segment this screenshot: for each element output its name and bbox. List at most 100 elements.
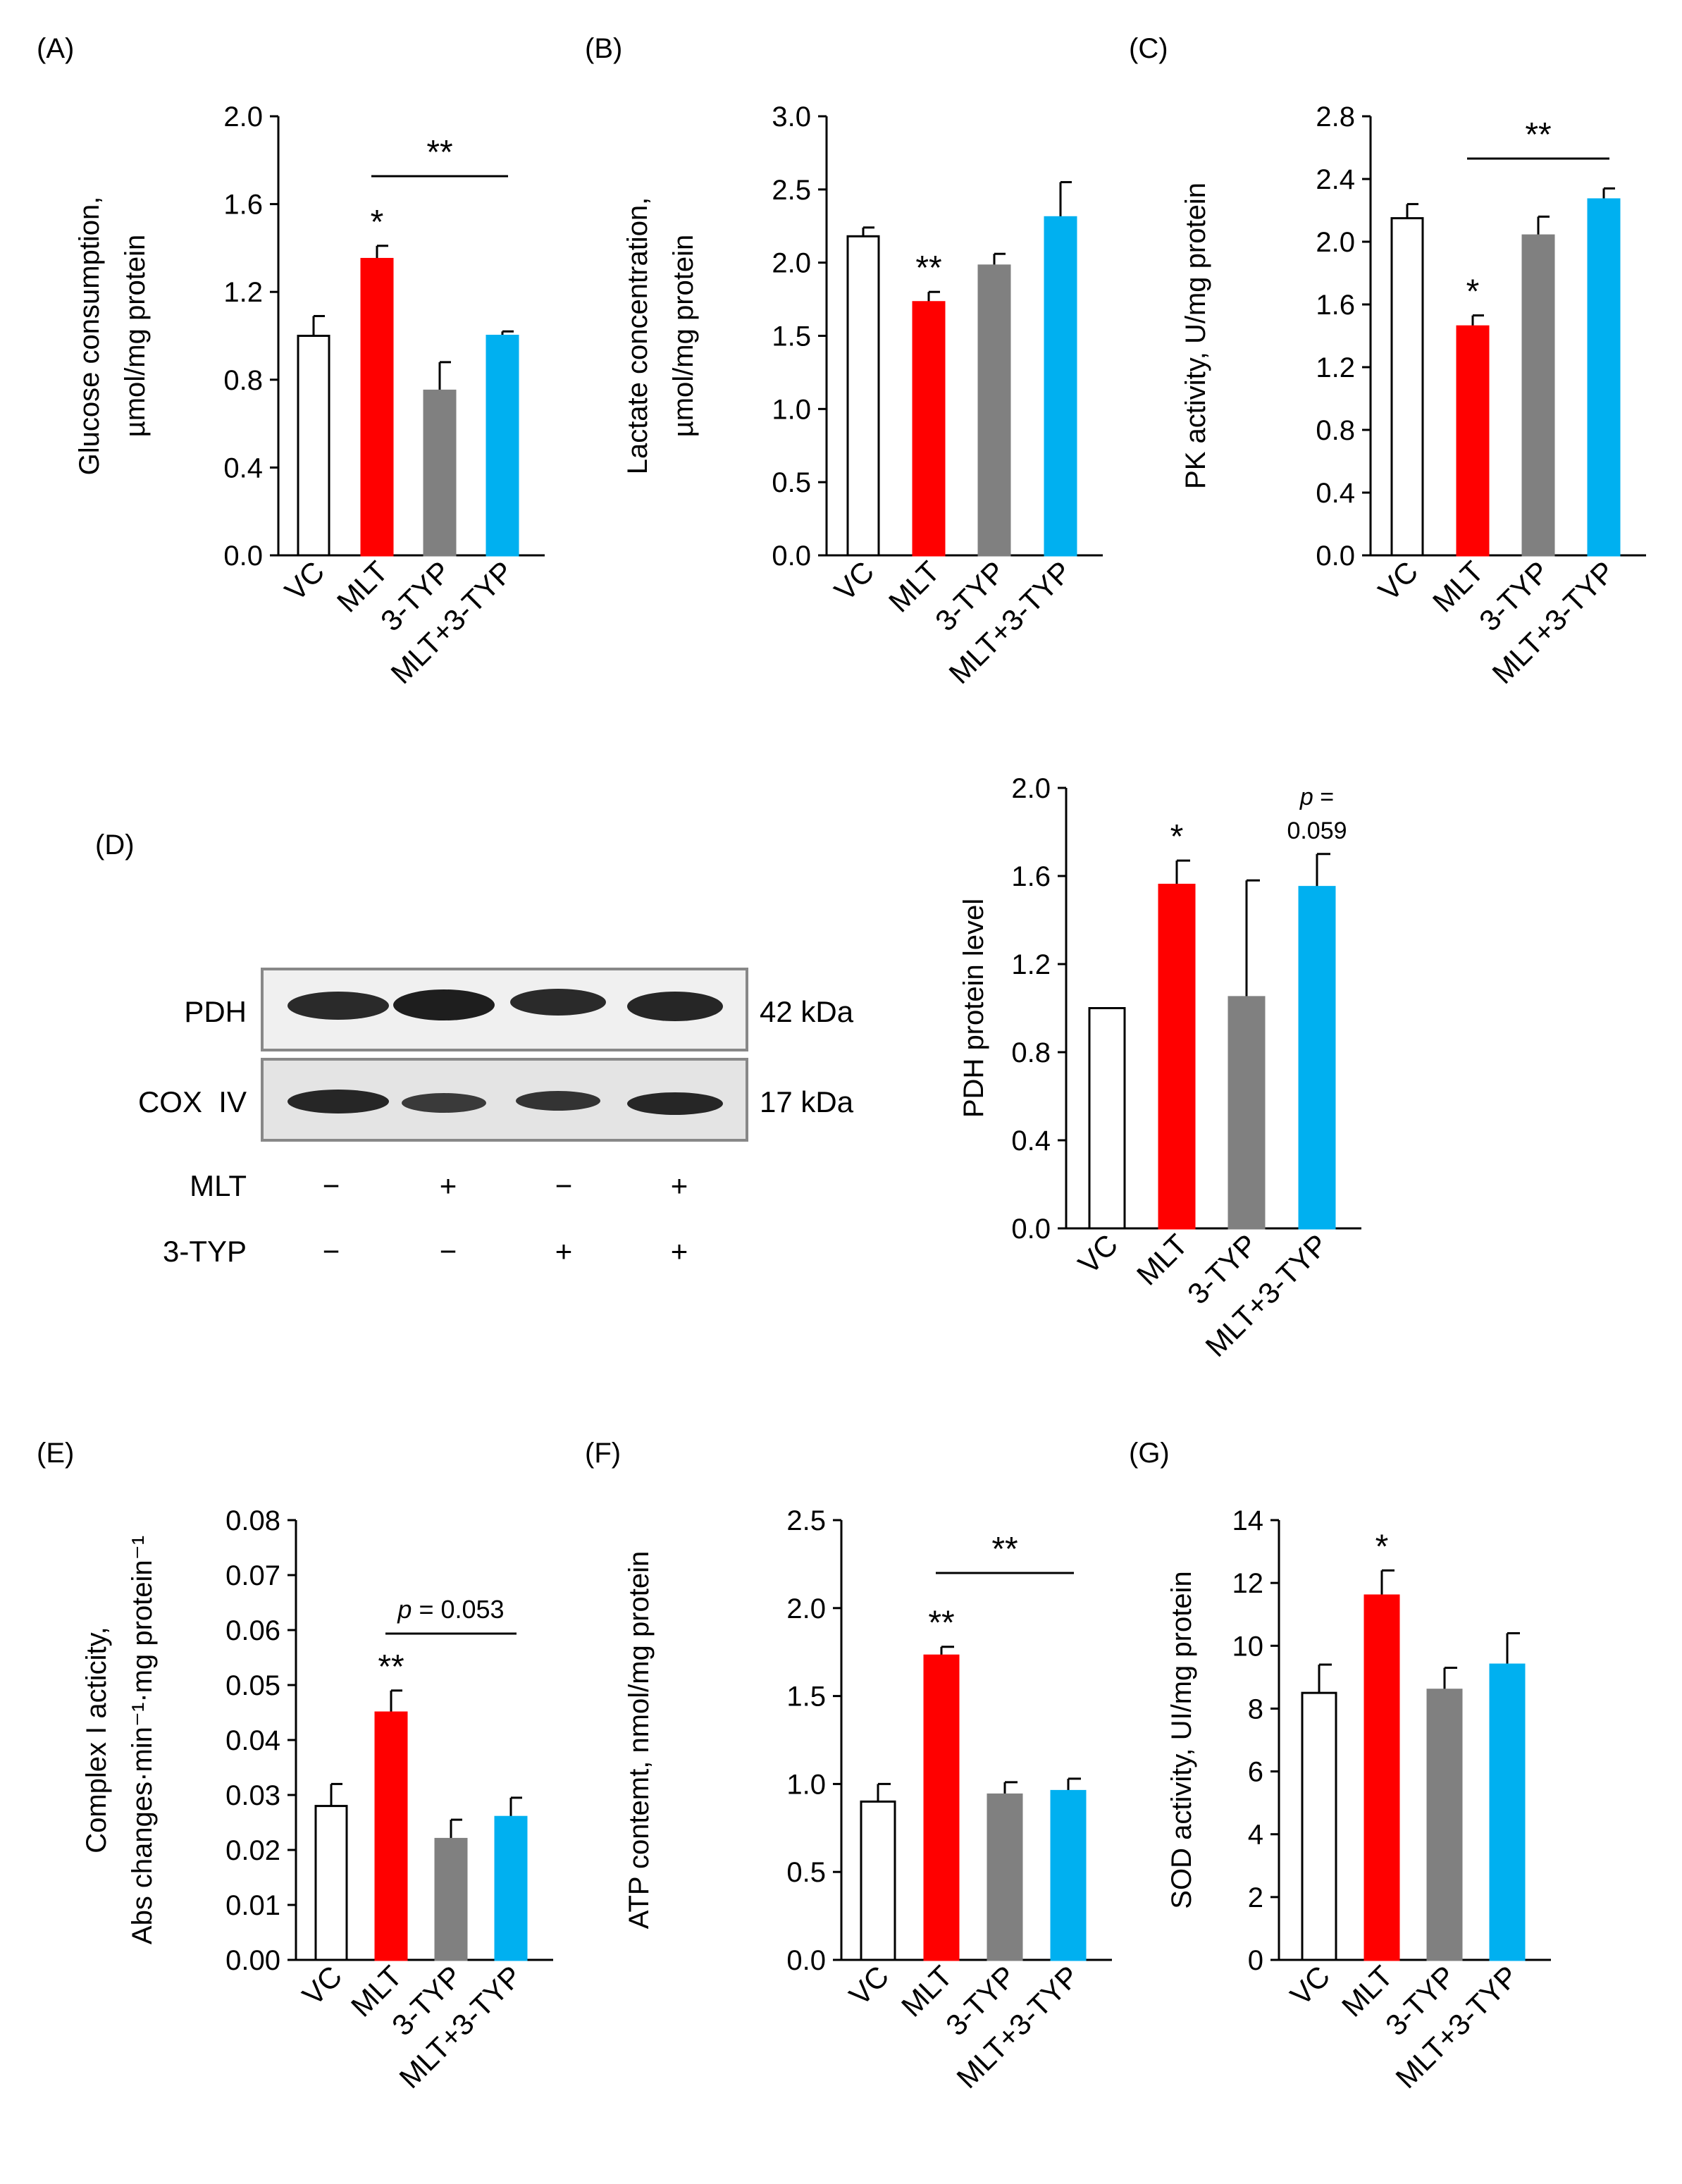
bar-mlt xyxy=(912,301,946,557)
x-tick-label: VC xyxy=(1284,1959,1337,2012)
bracket-label: p = 0.053 xyxy=(397,1595,504,1624)
bar-vc xyxy=(297,335,330,557)
bar-mlt xyxy=(360,257,394,557)
y-tick-label: 0.4 xyxy=(223,452,263,483)
bar-mlt xyxy=(1456,325,1490,557)
y-axis-title: ATP contemt, nmol/mg protein xyxy=(624,1551,655,1930)
p-symbol: p xyxy=(397,1595,412,1624)
y-tick-label: 0.07 xyxy=(225,1560,280,1591)
y-tick-label: 1.2 xyxy=(1011,949,1051,980)
y-tick-label: 0.08 xyxy=(225,1505,280,1536)
treatment-sign: + xyxy=(440,1169,457,1202)
treatment-sign: − xyxy=(555,1169,573,1202)
y-tick-label: 0.4 xyxy=(1011,1125,1051,1156)
y-tick-label: 0.0 xyxy=(223,541,263,572)
blot-panel-label: (D) xyxy=(95,829,135,860)
y-tick-label: 2.8 xyxy=(1316,101,1355,132)
x-tick-label: VC xyxy=(1072,1228,1125,1281)
p-value: = 0.053 xyxy=(412,1595,504,1624)
bar-vc xyxy=(860,1800,896,1961)
bar-mlt xyxy=(1158,884,1196,1230)
band-pdh-lane1 xyxy=(287,992,389,1020)
treatment-sign: + xyxy=(671,1235,688,1268)
bar-3-typ xyxy=(977,264,1011,557)
y-tick-label: 0.5 xyxy=(772,467,811,498)
y-tick-label: 1.6 xyxy=(223,190,263,221)
x-tick-label: VC xyxy=(828,555,881,607)
treatment-sign: − xyxy=(323,1169,340,1202)
y-tick-label: 1.2 xyxy=(1316,352,1355,383)
chart-panel-f: (F) 0.0 0.5 1.0 1.5 2.0 2.5 ATP contemt, nmol/m… xyxy=(585,1438,1112,2094)
y-tick-label: 0.0 xyxy=(1011,1214,1051,1245)
y-tick-label: 0 xyxy=(1248,1945,1263,1976)
chart-panel-a: (A) 0.0 0.4 0.8 1.2 1.6 2.0 Glucose consumption… xyxy=(37,33,545,690)
y-tick-label: 2.0 xyxy=(786,1593,826,1624)
y-tick-label: 0.0 xyxy=(772,541,811,572)
y-tick-label: 1.6 xyxy=(1011,861,1051,892)
significance-marker: * xyxy=(1375,1528,1389,1565)
x-tick-label: VC xyxy=(1372,555,1425,607)
band-cox4-lane4 xyxy=(627,1092,723,1115)
treatment-sign: + xyxy=(671,1169,688,1202)
y-tick-label: 2.0 xyxy=(772,248,811,279)
significance-marker: * xyxy=(1170,818,1184,856)
treatment-label-mlt: MLT xyxy=(190,1169,247,1202)
y-tick-label: 2.4 xyxy=(1316,164,1355,195)
bar-mlt-3-typ xyxy=(1050,1789,1087,1961)
bracket-label: ** xyxy=(1525,116,1551,154)
y-tick-label: 0.00 xyxy=(225,1945,280,1976)
y-tick-label: 1.2 xyxy=(223,277,263,308)
bar-mlt-3-typ xyxy=(486,335,519,557)
bar-3-typ xyxy=(1521,234,1555,557)
p-value: 0.059 xyxy=(1287,818,1347,844)
panel-label: (C) xyxy=(1129,33,1168,64)
y-axis-title: Abs changes·min⁻¹·mg protein⁻¹ xyxy=(127,1536,158,1944)
panel-label: (F) xyxy=(585,1438,621,1469)
significance-marker: * xyxy=(371,204,384,241)
y-tick-label: 0.01 xyxy=(225,1890,280,1921)
bar-charts: (A) 0.0 0.4 0.8 1.2 1.6 2.0 Glucose consumption… xyxy=(37,33,1646,2094)
y-tick-label: 0.04 xyxy=(225,1725,280,1756)
chart-panel-d: 0.0 0.4 0.8 1.2 1.6 2.0 PDH protein level VC MLT… xyxy=(958,773,1361,1363)
bracket-label: ** xyxy=(426,134,452,171)
x-tick-label: VC xyxy=(278,555,331,607)
panel-label: (B) xyxy=(585,33,622,64)
bar-vc xyxy=(1301,1691,1337,1961)
bar-3-typ xyxy=(434,1837,468,1961)
bar-3-typ xyxy=(423,389,457,557)
y-axis-title: µmol/mg protein xyxy=(668,235,699,438)
y-axis-title: Complex I acticity, xyxy=(81,1627,112,1853)
y-tick-label: 0.0 xyxy=(1316,541,1355,572)
y-tick-label: 0.8 xyxy=(1011,1037,1051,1068)
bar-mlt xyxy=(923,1654,960,1961)
band-cox4-lane3 xyxy=(516,1091,600,1111)
y-tick-label: 14 xyxy=(1232,1505,1264,1536)
bar-3-typ xyxy=(987,1793,1023,1961)
band-pdh-lane2 xyxy=(393,989,495,1020)
bar-3-typ xyxy=(1426,1689,1463,1961)
p-symbol: p xyxy=(1299,784,1313,810)
x-tick-label: VC xyxy=(296,1959,349,2012)
y-tick-label: 0.8 xyxy=(223,365,263,396)
y-tick-label: 10 xyxy=(1232,1631,1264,1662)
bar-vc xyxy=(846,235,880,557)
treatment-sign: − xyxy=(323,1235,340,1268)
chart-panel-c: (C) 0.0 0.4 0.8 1.2 1.6 2.0 2.4 2.8 PK activity, … xyxy=(1129,33,1646,690)
bar-vc xyxy=(1088,1007,1126,1230)
bar-mlt xyxy=(1363,1594,1400,1961)
band-cox4-lane2 xyxy=(402,1093,486,1113)
bar-mlt-3-typ xyxy=(1587,198,1621,557)
y-tick-label: 1.5 xyxy=(772,321,811,352)
y-axis-title: PDH protein level xyxy=(958,899,989,1118)
y-axis-title: Lactate concentration, xyxy=(622,197,653,475)
bar-mlt-3-typ xyxy=(1489,1663,1526,1961)
bar-vc xyxy=(1390,217,1424,557)
y-tick-label: 0.05 xyxy=(225,1670,280,1701)
y-tick-label: 0.06 xyxy=(225,1615,280,1646)
y-tick-label: 1.5 xyxy=(786,1682,826,1713)
treatment-label-3typ: 3-TYP xyxy=(163,1235,247,1268)
x-tick-label: MLT xyxy=(1130,1228,1194,1291)
panel-label: (A) xyxy=(37,33,74,64)
band-pdh-lane3 xyxy=(510,989,606,1016)
